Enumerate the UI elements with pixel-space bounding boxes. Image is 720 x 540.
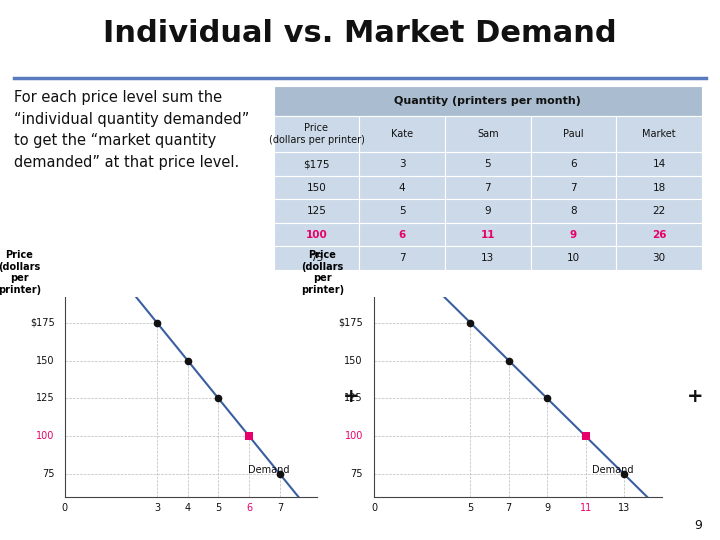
Text: 7: 7 [276, 503, 283, 513]
Text: 9: 9 [485, 206, 491, 216]
Text: Sam: Sam [477, 129, 499, 139]
Bar [616, 199, 702, 223]
Bar [274, 86, 702, 116]
Text: 14: 14 [652, 159, 666, 169]
Text: 125: 125 [36, 394, 55, 403]
Text: 3: 3 [154, 503, 160, 513]
Bar [274, 176, 359, 199]
Text: +: + [343, 387, 359, 407]
Text: 9: 9 [570, 230, 577, 240]
Text: 7: 7 [505, 503, 512, 513]
Bar [531, 176, 616, 199]
Text: 9: 9 [694, 519, 702, 532]
Text: Paul: Paul [563, 129, 584, 139]
Text: 6: 6 [398, 230, 406, 240]
Bar [616, 116, 702, 152]
Bar [616, 246, 702, 270]
Bar [274, 223, 359, 246]
Text: +: + [687, 387, 703, 407]
Bar [531, 223, 616, 246]
Text: 7: 7 [399, 253, 405, 263]
Text: 7: 7 [570, 183, 577, 193]
Text: 3: 3 [399, 159, 405, 169]
Text: 30: 30 [652, 253, 666, 263]
Text: 100: 100 [36, 431, 55, 441]
Text: 125: 125 [307, 206, 326, 216]
Text: Market: Market [642, 129, 676, 139]
Text: 6: 6 [246, 503, 252, 513]
Text: Individual vs. Market Demand: Individual vs. Market Demand [103, 19, 617, 48]
Text: 13: 13 [481, 253, 495, 263]
Bar [359, 152, 445, 176]
Text: 100: 100 [305, 230, 328, 240]
Bar [274, 246, 359, 270]
Text: 22: 22 [652, 206, 666, 216]
Text: 26: 26 [652, 230, 667, 240]
Text: 150: 150 [344, 355, 363, 366]
Text: 75: 75 [310, 253, 323, 263]
Text: For each price level sum the
“individual quantity demanded”
to get the “market q: For each price level sum the “individual… [14, 90, 250, 170]
Text: 7: 7 [485, 183, 491, 193]
Text: 5: 5 [467, 503, 474, 513]
Bar [359, 199, 445, 223]
Text: 4: 4 [184, 503, 191, 513]
Text: Kate: Kate [391, 129, 413, 139]
Bar [445, 116, 531, 152]
Text: 18: 18 [652, 183, 666, 193]
Bar [531, 199, 616, 223]
Bar [359, 246, 445, 270]
Text: $175: $175 [338, 318, 363, 328]
Text: Demand: Demand [592, 464, 634, 475]
Text: 100: 100 [344, 431, 363, 441]
Text: 150: 150 [36, 355, 55, 366]
Bar [274, 116, 359, 152]
Text: 150: 150 [307, 183, 326, 193]
Text: Price
(dollars
per
printer): Price (dollars per printer) [0, 250, 41, 295]
Bar [531, 246, 616, 270]
Bar [531, 116, 616, 152]
Bar [616, 223, 702, 246]
Text: 75: 75 [351, 469, 363, 479]
Text: 125: 125 [344, 394, 363, 403]
Text: 0: 0 [62, 503, 68, 513]
Text: $175: $175 [303, 159, 330, 169]
Text: 6: 6 [570, 159, 577, 169]
Bar [274, 199, 359, 223]
Text: Price
(dollars per printer): Price (dollars per printer) [269, 123, 364, 145]
Bar [445, 223, 531, 246]
Bar [359, 176, 445, 199]
Bar [531, 152, 616, 176]
Bar [445, 152, 531, 176]
Text: 11: 11 [480, 230, 495, 240]
Text: 9: 9 [544, 503, 550, 513]
Text: 10: 10 [567, 253, 580, 263]
Text: Price
(dollars
per
printer): Price (dollars per printer) [301, 250, 344, 295]
Text: 5: 5 [485, 159, 491, 169]
Text: 8: 8 [570, 206, 577, 216]
Bar [359, 223, 445, 246]
Bar [445, 176, 531, 199]
Text: Demand: Demand [248, 464, 289, 475]
Bar [445, 246, 531, 270]
Bar [616, 176, 702, 199]
Bar [616, 152, 702, 176]
Bar [359, 116, 445, 152]
Text: 0: 0 [372, 503, 377, 513]
Text: 75: 75 [42, 469, 55, 479]
Text: 13: 13 [618, 503, 630, 513]
Bar [445, 199, 531, 223]
Text: 5: 5 [215, 503, 222, 513]
Text: Quantity (printers per month): Quantity (printers per month) [395, 96, 581, 106]
Text: $175: $175 [30, 318, 55, 328]
Text: 11: 11 [580, 503, 592, 513]
Text: 5: 5 [399, 206, 405, 216]
Bar [274, 152, 359, 176]
Text: 4: 4 [399, 183, 405, 193]
